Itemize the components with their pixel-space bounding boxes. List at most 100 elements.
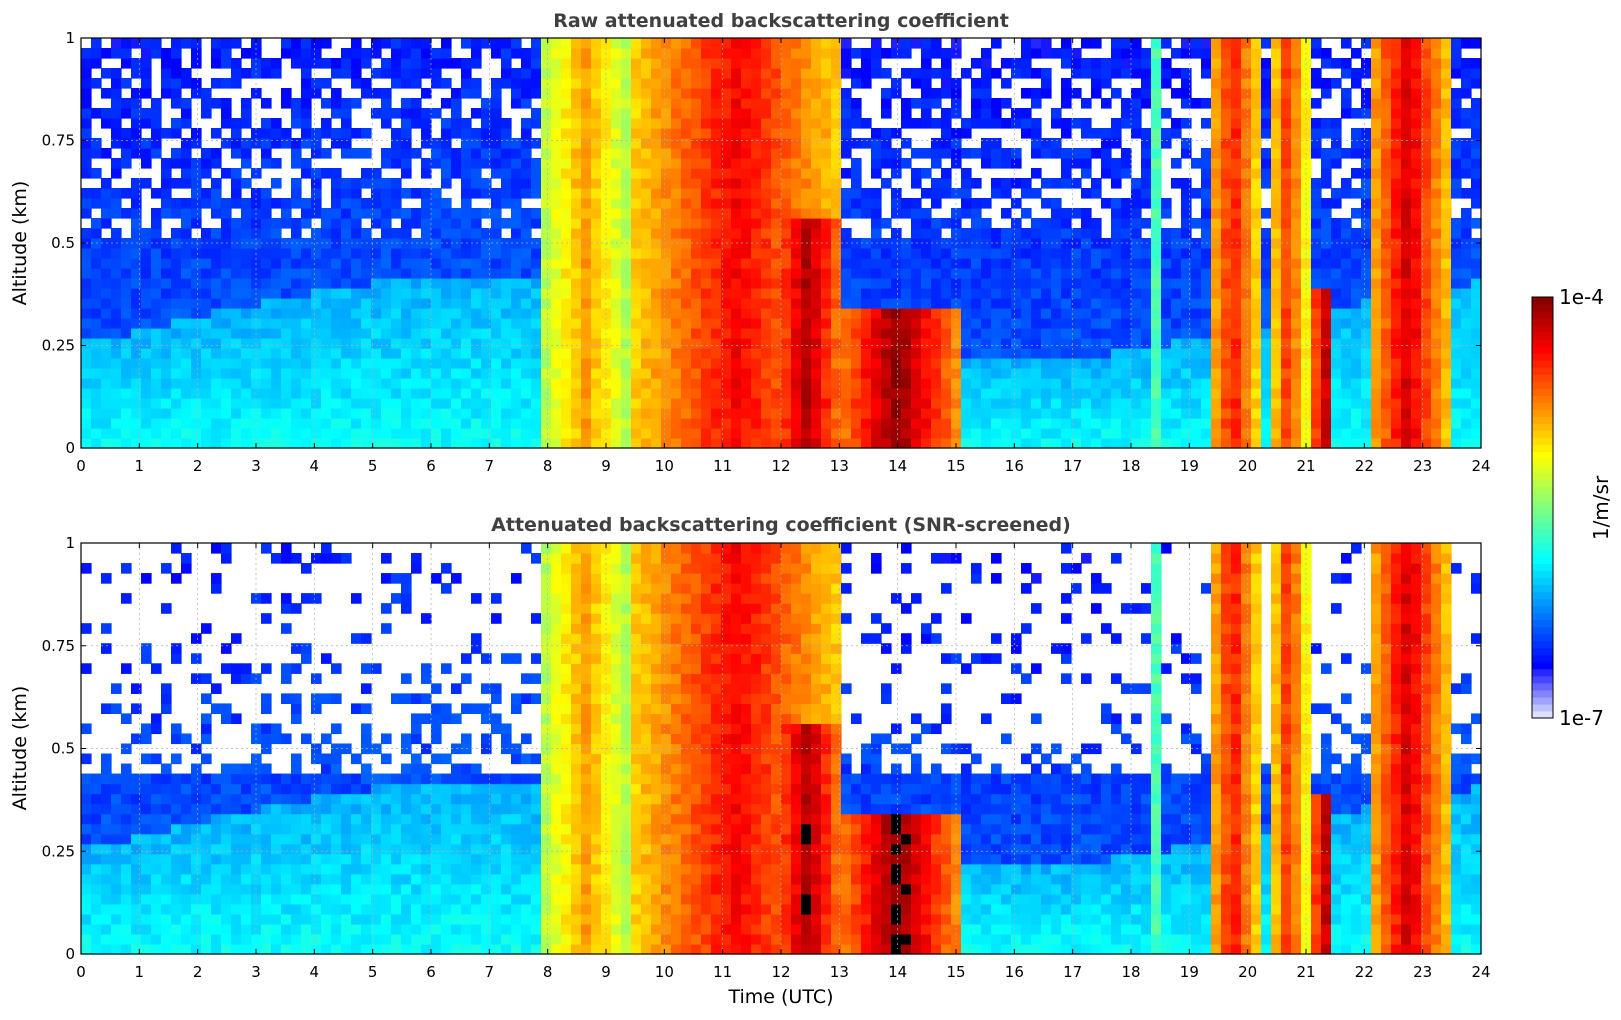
heatmap-cell: [101, 258, 112, 269]
heatmap-cell: [1431, 308, 1442, 319]
heatmap-cell: [1011, 348, 1022, 359]
heatmap-cell: [1231, 318, 1242, 329]
heatmap-cell: [1411, 158, 1422, 169]
heatmap-cell: [661, 278, 672, 289]
heatmap-cell: [211, 358, 222, 369]
heatmap-cell: [1421, 128, 1432, 139]
heatmap-cell: [1051, 118, 1062, 129]
heatmap-cell: [221, 118, 232, 129]
heatmap-cell: [1421, 188, 1432, 199]
heatmap-cell: [831, 408, 842, 419]
heatmap-cell: [401, 318, 412, 329]
heatmap-cell: [1391, 148, 1402, 159]
heatmap-cell: [1401, 58, 1412, 69]
heatmap-cell: [841, 388, 852, 399]
heatmap-cell: [1271, 188, 1282, 199]
heatmap-cell: [1381, 308, 1392, 319]
heatmap-cell: [851, 188, 862, 199]
heatmap-cell: [1231, 438, 1242, 449]
heatmap-cell: [781, 438, 792, 449]
heatmap-cell: [311, 308, 322, 319]
heatmap-cell: [391, 198, 402, 209]
heatmap-cell: [901, 328, 912, 339]
heatmap-cell: [911, 398, 922, 409]
heatmap-cell: [921, 248, 932, 259]
heatmap-cell: [1141, 318, 1152, 329]
heatmap-cell: [291, 198, 302, 209]
heatmap-cell: [1231, 178, 1242, 189]
heatmap-cell: [761, 148, 772, 159]
heatmap-cell: [431, 428, 442, 439]
heatmap-cell: [1051, 198, 1062, 209]
heatmap-cell: [1381, 128, 1392, 139]
heatmap-cell: [811, 348, 822, 359]
heatmap-cell: [1221, 438, 1232, 449]
heatmap-cell: [361, 178, 372, 189]
heatmap-cell: [931, 98, 942, 109]
heatmap-cell: [1151, 298, 1162, 309]
heatmap-cell: [491, 38, 502, 49]
heatmap-cell: [471, 88, 482, 99]
heatmap-cell: [231, 38, 242, 49]
heatmap-cell: [671, 248, 682, 259]
heatmap-cell: [361, 388, 372, 399]
heatmap-cell: [231, 248, 242, 259]
heatmap-cell: [491, 408, 502, 419]
heatmap-cell: [511, 298, 522, 309]
heatmap-cell: [841, 318, 852, 329]
heatmap-cell: [591, 398, 602, 409]
heatmap-cell: [1291, 38, 1302, 49]
heatmap-cell: [741, 428, 752, 439]
heatmap-cell: [1411, 278, 1422, 289]
heatmap-cell: [181, 398, 192, 409]
heatmap-cell: [1281, 208, 1292, 219]
heatmap-cell: [171, 318, 182, 329]
heatmap-cell: [971, 378, 982, 389]
heatmap-cell: [581, 278, 592, 289]
heatmap-cell: [821, 288, 832, 299]
heatmap-cell: [1251, 388, 1262, 399]
heatmap-cell: [1271, 118, 1282, 129]
heatmap-cell: [531, 138, 542, 149]
heatmap-cell: [491, 128, 502, 139]
heatmap-cell: [1361, 318, 1372, 329]
heatmap-cell: [721, 368, 732, 379]
heatmap-cell: [991, 138, 1002, 149]
heatmap-cell: [181, 308, 192, 319]
heatmap-cell: [341, 118, 352, 129]
heatmap-cell: [1011, 438, 1022, 449]
heatmap-cell: [421, 398, 432, 409]
heatmap-cell: [1241, 258, 1252, 269]
heatmap-cell: [1391, 88, 1402, 99]
heatmap-cell: [201, 418, 212, 429]
heatmap-cell: [831, 328, 842, 339]
heatmap-cell: [521, 128, 532, 139]
heatmap-cell: [991, 378, 1002, 389]
heatmap-cell: [711, 188, 722, 199]
heatmap-cell: [1211, 378, 1222, 389]
heatmap-cell: [351, 418, 362, 429]
heatmap-cell: [421, 368, 432, 379]
heatmap-cell: [1151, 188, 1162, 199]
heatmap-cell: [1181, 198, 1192, 209]
heatmap-cell: [901, 438, 912, 449]
heatmap-cell: [801, 438, 812, 449]
heatmap-cell: [771, 138, 782, 149]
heatmap-cell: [1391, 288, 1402, 299]
heatmap-cell: [831, 88, 842, 99]
heatmap-cell: [751, 148, 762, 159]
heatmap-cell: [911, 338, 922, 349]
heatmap-cell: [781, 298, 792, 309]
heatmap-cell: [751, 178, 762, 189]
heatmap-cell: [111, 108, 122, 119]
heatmap-cell: [391, 368, 402, 379]
heatmap-cell: [1351, 78, 1362, 89]
heatmap-cell: [331, 188, 342, 199]
heatmap-cell: [351, 78, 362, 89]
heatmap-cell: [1311, 408, 1322, 419]
heatmap-cell: [771, 388, 782, 399]
heatmap-cell: [111, 328, 122, 339]
heatmap-cell: [841, 118, 852, 129]
heatmap-cell: [861, 388, 872, 399]
heatmap-cell: [871, 148, 882, 159]
